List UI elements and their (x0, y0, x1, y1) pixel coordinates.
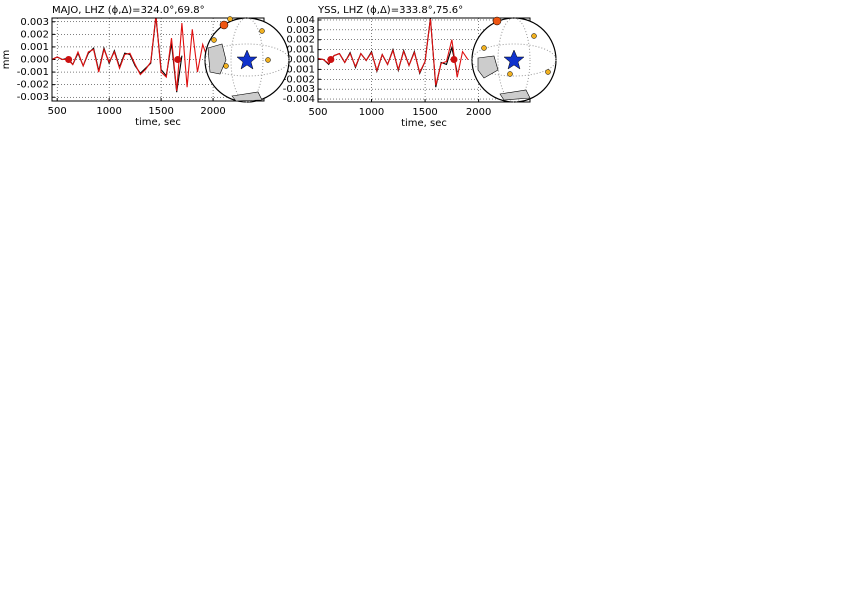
map-inset (471, 16, 557, 103)
y-tick-label: 0.002 (286, 35, 315, 46)
x-axis-label: time, sec (401, 118, 447, 129)
pick-marker (174, 56, 182, 63)
y-tick-label: 0.003 (20, 17, 49, 28)
x-tick-label: 1000 (359, 107, 384, 118)
trace (52, 18, 209, 91)
station (531, 33, 537, 39)
station (492, 16, 502, 26)
chart-title: MAJO, LHZ (ϕ,Δ)=324.0°,69.8° (52, 5, 205, 16)
event-star (503, 49, 525, 70)
event-star (236, 49, 258, 70)
y-tick-label: -0.003 (283, 84, 315, 95)
x-tick-label: 500 (308, 107, 327, 118)
pick-marker (327, 56, 335, 64)
station (507, 71, 513, 77)
y-tick-label: -0.002 (283, 74, 315, 85)
pick-marker (450, 56, 458, 64)
y-tick-label: 0.001 (286, 45, 315, 56)
graticule (471, 43, 557, 77)
x-tick-label: 1500 (148, 106, 173, 117)
y-tick-label: 0.000 (286, 55, 315, 66)
station (545, 69, 551, 75)
land (499, 89, 531, 101)
station (481, 45, 487, 51)
y-tick-label: 0.001 (20, 42, 49, 53)
graticule (230, 17, 264, 103)
x-tick-label: 1000 (96, 106, 121, 117)
station (219, 20, 229, 30)
station (227, 16, 233, 22)
y-tick-label: 0.000 (20, 55, 49, 66)
chart-title: YSS, LHZ (ϕ,Δ)=333.8°,75.6° (317, 5, 463, 16)
land (477, 55, 499, 79)
graticule (497, 17, 531, 103)
x-tick-label: 2000 (200, 106, 225, 117)
land (231, 91, 263, 102)
y-tick-label: -0.001 (17, 67, 49, 78)
map-inset (204, 16, 290, 103)
station (211, 37, 217, 43)
x-tick-label: 500 (48, 106, 67, 117)
y-tick-label: -0.001 (283, 64, 315, 75)
x-axis-label: time, sec (135, 117, 181, 128)
station (259, 28, 265, 34)
plot: -0.004-0.003-0.002-0.0010.0000.0010.0020… (283, 5, 531, 129)
y-tick-label: -0.003 (17, 92, 49, 103)
land (207, 43, 227, 75)
y-axis-label: mm (1, 50, 12, 69)
y-tick-label: -0.004 (283, 94, 315, 105)
pick-marker (65, 56, 73, 63)
y-tick-label: -0.002 (17, 80, 49, 91)
y-tick-label: 0.004 (286, 15, 315, 26)
x-tick-label: 1500 (412, 107, 437, 118)
trace (318, 18, 469, 86)
graticule (204, 43, 290, 77)
y-tick-label: 0.002 (20, 29, 49, 40)
station (265, 57, 271, 63)
x-tick-label: 2000 (466, 107, 491, 118)
station (223, 63, 229, 69)
y-tick-label: 0.003 (286, 25, 315, 36)
